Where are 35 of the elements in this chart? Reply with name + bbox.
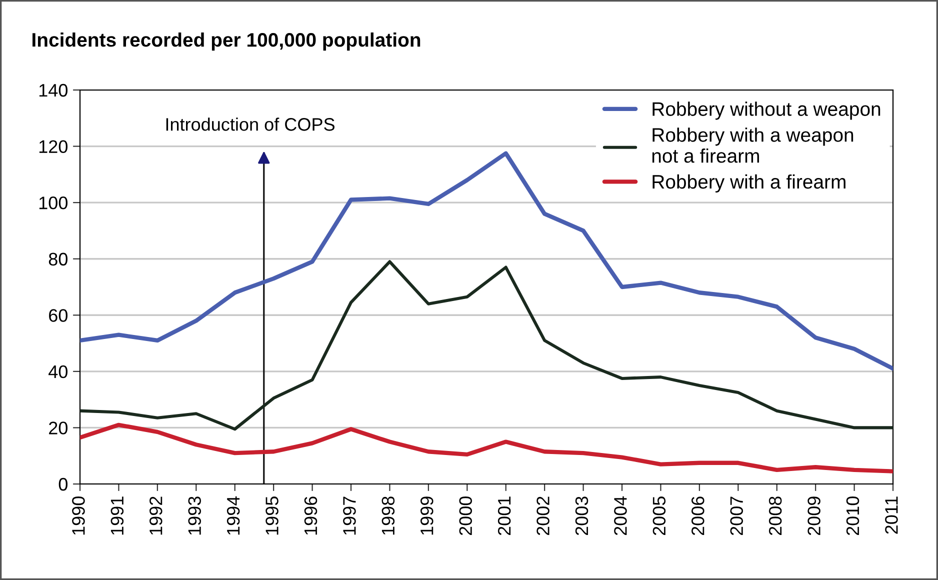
y-tick-label: 100 bbox=[39, 196, 68, 210]
x-tick-label: 2006 bbox=[691, 496, 704, 536]
y-axis-title: Incidents recorded per 100,000 population bbox=[32, 32, 420, 51]
y-tick-label: 140 bbox=[39, 84, 68, 97]
x-tick-label: 2004 bbox=[614, 496, 627, 536]
x-tick-label: 2010 bbox=[846, 496, 860, 536]
x-tick-label: 2002 bbox=[536, 496, 550, 536]
x-tick-label: 2005 bbox=[652, 496, 666, 536]
y-tick-label: 80 bbox=[48, 252, 68, 266]
x-tick-label: 2007 bbox=[730, 496, 743, 536]
x-tick-label: 2000 bbox=[459, 496, 472, 536]
x-tick-label: 1991 bbox=[110, 496, 124, 535]
x-tick-label: 1993 bbox=[188, 496, 201, 535]
x-tick-label: 2008 bbox=[768, 496, 782, 536]
x-tick-label: 1997 bbox=[343, 496, 356, 535]
legend-label: Robbery with a weapon not a firearm bbox=[652, 128, 854, 163]
y-tick-label: 60 bbox=[49, 309, 68, 322]
x-tick-label: 2011 bbox=[885, 496, 898, 534]
x-tick-label: 1992 bbox=[149, 496, 162, 535]
x-tick-label: 1990 bbox=[72, 496, 85, 535]
x-tick-label: 1994 bbox=[226, 496, 240, 535]
x-tick-label: 2003 bbox=[575, 496, 588, 536]
x-tick-label: 1995 bbox=[266, 496, 278, 535]
y-tick-label: 20 bbox=[49, 422, 68, 434]
x-tick-label: 1998 bbox=[382, 496, 395, 535]
x-tick-label: 1996 bbox=[304, 496, 318, 535]
x-tick-label: 1999 bbox=[420, 496, 434, 535]
legend-label: Robbery with a firearm bbox=[652, 174, 846, 193]
y-tick-label: 0 bbox=[58, 478, 68, 491]
x-tick-label: 2001 bbox=[498, 496, 511, 536]
y-tick-label: 40 bbox=[48, 365, 68, 378]
legend-label: Robbery without a weapon bbox=[652, 102, 880, 120]
y-tick-label: 120 bbox=[39, 140, 68, 154]
ref-line-label: Introduction of COPS bbox=[166, 118, 334, 131]
x-tick-label: 2009 bbox=[808, 496, 820, 536]
